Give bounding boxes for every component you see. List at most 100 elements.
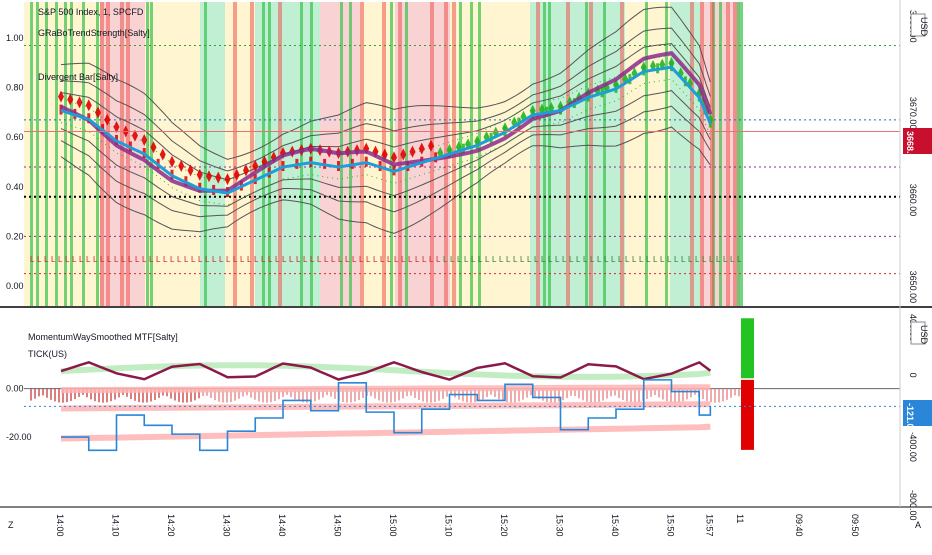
- left-axis-tick: 0.00: [6, 281, 24, 291]
- signal-letter: L: [660, 255, 665, 264]
- signal-letter: L: [317, 255, 322, 264]
- histogram-bar: [634, 388, 636, 403]
- bull-stripe: [55, 2, 58, 306]
- histogram-bar: [130, 388, 132, 400]
- bear-stripe: [106, 2, 110, 306]
- signal-letter: L: [310, 255, 315, 264]
- histogram-bar: [526, 388, 528, 398]
- bear-stripe: [690, 2, 694, 306]
- signal-letter: L: [233, 255, 238, 264]
- price-pane-legend-trend[interactable]: GRaBoTrendStrength[Salty]: [38, 28, 150, 38]
- histogram-bar: [646, 388, 648, 400]
- signal-letter: L: [492, 255, 497, 264]
- price-pane-legend-symbol[interactable]: S&P 500 Index, 1, SPCFD: [38, 7, 144, 17]
- signal-letter: L: [555, 255, 560, 264]
- indicator-pane-backgrounds: [24, 362, 900, 442]
- signal-letter: L: [520, 255, 525, 264]
- signal-letter: L: [100, 255, 105, 264]
- time-axis-tick: 14:10: [111, 514, 121, 537]
- price-currency-badge[interactable]: [910, 13, 926, 37]
- bull-stripe: [262, 2, 265, 306]
- zoom-icon[interactable]: Z: [8, 520, 14, 530]
- bear-stripe: [620, 2, 624, 306]
- histogram-bar: [442, 388, 444, 399]
- signal-letter: L: [268, 255, 273, 264]
- bull-stripe: [36, 2, 39, 306]
- volatility-band: [60, 90, 711, 207]
- histogram-bar: [362, 388, 364, 398]
- indicator-pane-legend-momentum[interactable]: MomentumWaySmoothed MTF[Salty]: [28, 332, 178, 342]
- histogram-bar: [70, 388, 72, 401]
- histogram-bar: [570, 388, 572, 396]
- histogram-bar: [50, 388, 52, 400]
- bull-stripe: [64, 2, 67, 306]
- histogram-bar: [550, 388, 552, 403]
- histogram-bar: [234, 388, 236, 401]
- histogram-bar: [710, 388, 712, 403]
- signal-letter: L: [163, 255, 168, 264]
- price-bg-region: [360, 2, 395, 306]
- auto-scale-icon[interactable]: A: [915, 520, 921, 530]
- signal-letter: L: [485, 255, 490, 264]
- signal-letter: L: [380, 255, 385, 264]
- bear-diamond: [104, 113, 111, 126]
- histogram-bar: [262, 388, 264, 403]
- price-line: [60, 65, 712, 195]
- time-axis-tick: 09:40: [794, 514, 804, 537]
- signal-letter: L: [471, 255, 476, 264]
- bear-stripe: [733, 2, 737, 306]
- time-axis-tick: 14:40: [277, 514, 287, 537]
- left-axis-tick: 0.40: [6, 182, 24, 192]
- time-axis-tick: 15:10: [444, 514, 454, 537]
- signal-letter: L: [366, 255, 371, 264]
- price-currency-label: USD: [919, 17, 929, 37]
- indicator-currency-badge[interactable]: [910, 321, 926, 345]
- time-axis-tick: 15:20: [499, 514, 509, 537]
- histogram-bar: [278, 388, 280, 400]
- bear-stripe: [536, 2, 540, 306]
- histogram-bar: [734, 388, 736, 396]
- signal-letter: L: [716, 255, 721, 264]
- histogram-bar: [514, 388, 516, 403]
- volatility-band: [60, 6, 711, 160]
- histogram-bar: [530, 388, 532, 396]
- signal-letter: L: [93, 255, 98, 264]
- signal-letter: L: [198, 255, 203, 264]
- signal-letter: L: [205, 255, 210, 264]
- histogram-bar: [74, 388, 76, 400]
- histogram-bar: [430, 388, 432, 403]
- indicator-left-axis-tick: 0.00: [6, 384, 24, 394]
- histogram-bar: [394, 388, 396, 402]
- histogram-bar: [94, 388, 96, 402]
- indicator-pane-legend-tick[interactable]: TICK(US): [28, 349, 67, 359]
- time-axis-tick: 14:50: [333, 514, 343, 537]
- bear-stripe: [726, 2, 730, 306]
- signal-letter: L: [254, 255, 259, 264]
- bear-stripe: [120, 2, 124, 306]
- bear-stripe: [126, 2, 130, 306]
- signal-letter: L: [415, 255, 420, 264]
- signal-letter: L: [408, 255, 413, 264]
- bear-stripe: [398, 2, 402, 306]
- signal-letter: L: [695, 255, 700, 264]
- histogram-bar: [258, 388, 260, 402]
- bear-diamond: [132, 129, 138, 142]
- tick-line: [61, 379, 712, 452]
- histogram-bar: [626, 388, 628, 402]
- price-pane-legend-divergent[interactable]: Divergent Bar[Salty]: [38, 72, 118, 82]
- signal-letter: L: [156, 255, 161, 264]
- signal-letter: L: [597, 255, 602, 264]
- histogram-bar: [242, 388, 244, 397]
- signal-letter: L: [247, 255, 252, 264]
- histogram-bar: [34, 388, 36, 399]
- histogram-bar: [586, 388, 588, 402]
- histogram-bar: [386, 388, 388, 403]
- bull-stripe: [45, 2, 48, 306]
- signal-letter: L: [184, 255, 189, 264]
- left-axis-tick: 0.20: [6, 231, 24, 241]
- histogram-bar: [370, 388, 372, 397]
- signal-letter: L: [86, 255, 91, 264]
- histogram-bar: [350, 388, 352, 403]
- bear-diamond: [58, 90, 64, 103]
- bear-diamond: [113, 120, 120, 133]
